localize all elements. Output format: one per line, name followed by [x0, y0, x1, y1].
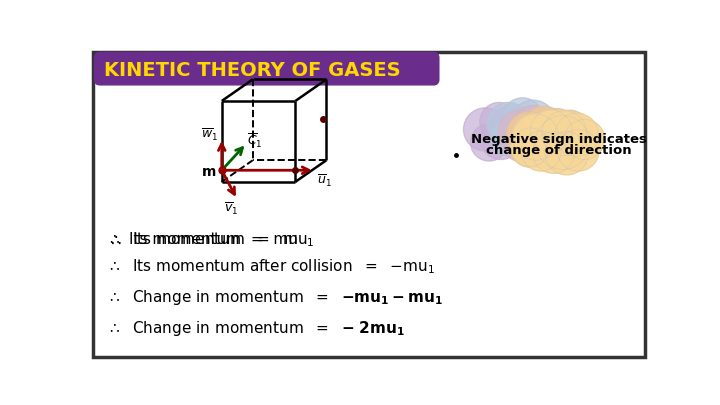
- Circle shape: [513, 114, 559, 160]
- Circle shape: [521, 131, 561, 171]
- Text: $\overline{C}_1$: $\overline{C}_1$: [246, 132, 262, 150]
- Text: $\overline{w}_1$: $\overline{w}_1$: [201, 127, 218, 143]
- Text: $\overline{u}_1$: $\overline{u}_1$: [318, 173, 332, 189]
- Circle shape: [536, 115, 590, 169]
- Circle shape: [534, 109, 580, 155]
- Circle shape: [557, 130, 599, 171]
- Circle shape: [523, 108, 566, 151]
- Circle shape: [542, 111, 587, 156]
- Circle shape: [503, 98, 543, 138]
- Circle shape: [487, 102, 530, 146]
- Text: $\therefore$  Change in momentum  $=$  $\mathbf{-mu_1 - mu_1}$: $\therefore$ Change in momentum $=$ $\ma…: [107, 288, 443, 307]
- Circle shape: [555, 113, 598, 156]
- Circle shape: [503, 123, 541, 162]
- Circle shape: [549, 126, 589, 166]
- Circle shape: [510, 128, 549, 166]
- Circle shape: [523, 107, 566, 149]
- Circle shape: [527, 121, 564, 158]
- Circle shape: [502, 114, 544, 156]
- Text: $\therefore$: $\therefore$: [107, 230, 122, 249]
- Text: $\therefore$  Its momentum after collision  $=$  $\rm{-mu_1}$: $\therefore$ Its momentum after collisio…: [107, 257, 435, 276]
- Circle shape: [492, 105, 534, 146]
- Text: $\overline{v}_1$: $\overline{v}_1$: [224, 200, 238, 217]
- Circle shape: [535, 125, 578, 168]
- Circle shape: [481, 119, 521, 160]
- Circle shape: [530, 110, 572, 152]
- FancyBboxPatch shape: [94, 52, 439, 85]
- Text: Its momentum  =  mu: Its momentum = mu: [129, 232, 297, 247]
- Circle shape: [545, 132, 588, 175]
- Circle shape: [507, 112, 554, 158]
- Text: m: m: [202, 165, 217, 179]
- Circle shape: [512, 100, 555, 143]
- Circle shape: [513, 106, 554, 146]
- Circle shape: [513, 120, 554, 162]
- Text: change of direction: change of direction: [486, 144, 631, 157]
- Circle shape: [510, 127, 550, 167]
- Circle shape: [490, 118, 529, 156]
- Circle shape: [522, 126, 564, 168]
- Text: $\therefore$  Its momentum  $=$  $\rm{mu_1}$: $\therefore$ Its momentum $=$ $\rm{mu_1}…: [107, 230, 315, 249]
- Circle shape: [546, 110, 593, 156]
- Circle shape: [533, 132, 575, 173]
- Circle shape: [480, 102, 518, 141]
- FancyBboxPatch shape: [93, 52, 645, 357]
- Circle shape: [471, 124, 508, 161]
- Text: KINETIC THEORY OF GASES: KINETIC THEORY OF GASES: [104, 62, 400, 81]
- Circle shape: [498, 110, 542, 153]
- Circle shape: [464, 108, 507, 151]
- Circle shape: [564, 119, 605, 160]
- Text: Negative sign indicates: Negative sign indicates: [471, 133, 647, 146]
- Text: $\therefore$  Change in momentum  $=$  $\mathbf{-\ 2mu_1}$: $\therefore$ Change in momentum $=$ $\ma…: [107, 319, 405, 338]
